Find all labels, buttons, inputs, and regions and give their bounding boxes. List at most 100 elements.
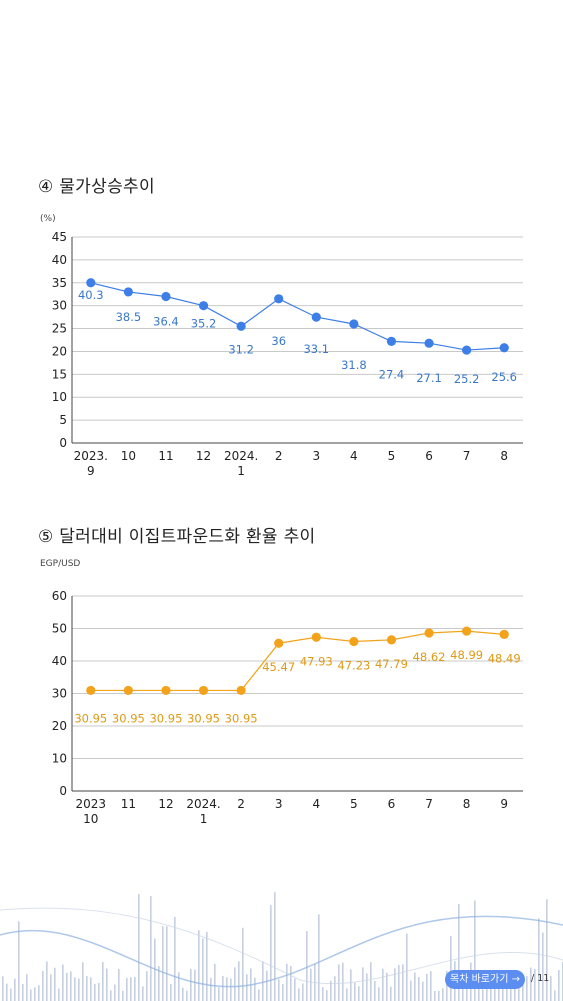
data-point — [424, 338, 434, 348]
wave-bar — [102, 961, 104, 1001]
wave-bar — [386, 972, 388, 1001]
wave-bar — [270, 905, 272, 1001]
wave-bar — [406, 933, 408, 1001]
x-tick-label: 1 — [200, 812, 208, 826]
wave-bar — [542, 932, 544, 1001]
chart1-title: ④ 물가상승추이 — [38, 177, 155, 197]
wave-bar — [22, 983, 24, 1001]
y-tick-label: 20 — [52, 344, 67, 358]
wave-bar — [290, 966, 292, 1001]
data-label: 48.99 — [450, 648, 483, 662]
data-point — [499, 629, 509, 639]
wave-bar — [430, 971, 432, 1001]
data-label: 25.6 — [491, 370, 517, 384]
y-tick-label: 10 — [52, 752, 67, 766]
wave-bar — [482, 989, 484, 1001]
wave-bar — [326, 990, 328, 1001]
x-tick-label: 5 — [388, 449, 396, 463]
data-point — [161, 291, 171, 302]
y-tick-label: 40 — [52, 253, 67, 267]
wave-bar — [26, 974, 28, 1001]
data-label: 40.3 — [78, 288, 104, 302]
data-point — [311, 632, 321, 642]
data-point — [86, 278, 96, 288]
data-point — [86, 685, 96, 696]
wave-bar — [78, 978, 80, 1001]
data-label: 31.2 — [228, 342, 254, 356]
data-point — [349, 636, 359, 647]
wave-bar — [294, 978, 296, 1001]
y-tick-label: 50 — [52, 622, 67, 636]
wave-bar — [282, 984, 284, 1001]
wave-bar — [18, 921, 20, 1001]
wave-bar — [50, 974, 52, 1001]
data-label: 27.1 — [416, 371, 442, 385]
wave-bar — [450, 935, 452, 1001]
x-tick-label: 3 — [312, 449, 320, 463]
x-tick-label: 12 — [196, 449, 211, 463]
data-label: 47.23 — [337, 659, 370, 673]
wave-bar — [346, 988, 348, 1001]
wave-bar — [254, 977, 256, 1001]
wave-bar — [114, 984, 116, 1001]
data-label: 47.93 — [300, 654, 333, 668]
wave-bar — [354, 982, 356, 1001]
x-tick-label: 4 — [312, 797, 320, 811]
wave-bar — [90, 977, 92, 1001]
x-tick-label: 6 — [425, 449, 433, 463]
wave-bar — [34, 987, 36, 1001]
wave-bar — [422, 981, 424, 1001]
wave-bar — [374, 980, 376, 1001]
wave-bar — [202, 938, 204, 1001]
wave-bar — [298, 988, 300, 1001]
wave-bar — [426, 973, 428, 1001]
wave-bar — [490, 988, 492, 1001]
wave-bar — [134, 976, 136, 1001]
wave-bar — [442, 988, 444, 1001]
wave-bar — [278, 979, 280, 1001]
chart2-title: ⑤ 달러대비 이집트파운드화 환율 추이 — [38, 527, 316, 547]
toc-button[interactable]: 목차 바로가기 → — [445, 970, 525, 989]
x-tick-label: 2024. — [224, 449, 258, 463]
wave-bar — [302, 983, 304, 1001]
wave-bar — [74, 977, 76, 1001]
series-line — [90, 282, 505, 351]
data-point — [123, 685, 133, 696]
wave-bar — [318, 914, 320, 1001]
wave-bar — [242, 927, 244, 1001]
data-point — [499, 343, 509, 353]
wave-bar — [118, 968, 120, 1001]
wave-bar — [122, 990, 124, 1001]
y-tick-label: 45 — [52, 230, 67, 244]
wave-bar — [110, 990, 112, 1001]
wave-bar — [138, 894, 140, 1001]
data-point — [462, 626, 472, 636]
wave-bar — [558, 969, 560, 1001]
y-tick-label: 35 — [52, 276, 67, 290]
wave-bar — [434, 990, 436, 1001]
wave-bar — [246, 974, 248, 1001]
wave-bar — [194, 969, 196, 1001]
wave-bar — [554, 990, 556, 1001]
x-tick-label: 7 — [425, 797, 433, 811]
wave-bar — [458, 903, 460, 1001]
wave-bar — [42, 970, 44, 1001]
wave-bar — [350, 969, 352, 1001]
wave-bar — [394, 968, 396, 1001]
wave-bar — [258, 989, 260, 1001]
data-label: 30.95 — [149, 711, 182, 725]
x-tick-label: 2 — [237, 797, 245, 811]
page-number: / 11 — [531, 973, 550, 984]
y-tick-label: 60 — [52, 589, 67, 603]
wave-bar — [86, 976, 88, 1001]
wave-bar — [322, 987, 324, 1001]
wave-bar — [390, 986, 392, 1001]
wave-bar — [398, 965, 400, 1001]
data-label: 36.4 — [153, 315, 179, 329]
wave-bar — [206, 931, 208, 1001]
wave-bar — [526, 976, 528, 1001]
x-tick-label: 3 — [275, 797, 283, 811]
wave-bar — [14, 978, 16, 1001]
data-label: 33.1 — [303, 342, 329, 356]
